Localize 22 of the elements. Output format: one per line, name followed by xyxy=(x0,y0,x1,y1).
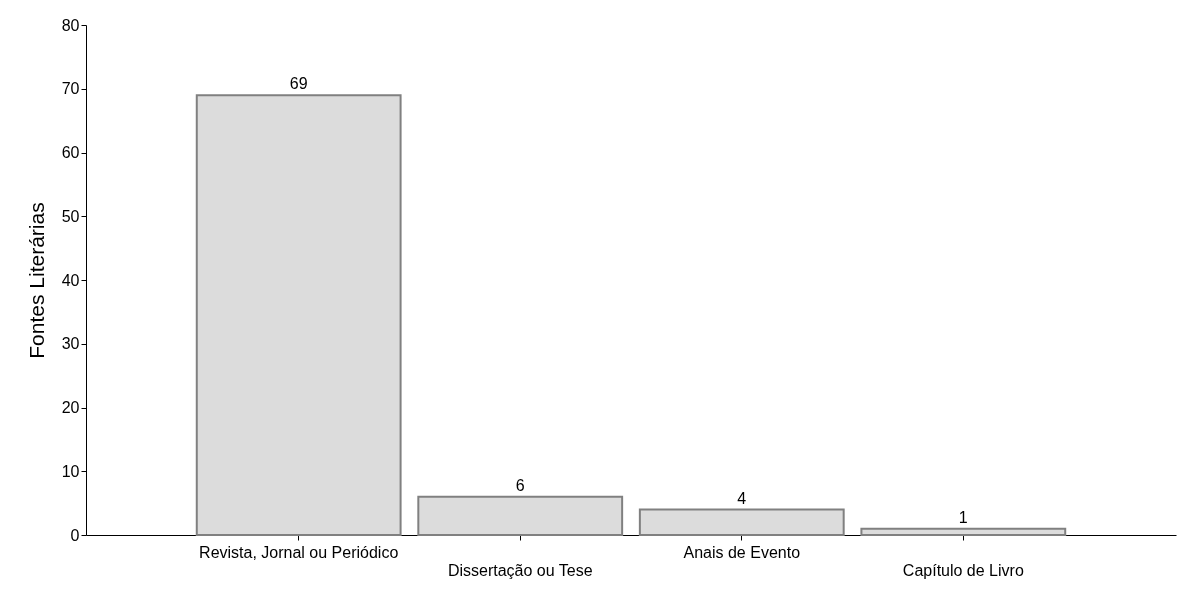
x-tick-label: Anais de Evento xyxy=(683,543,801,561)
x-tick-label: Capítulo de Livro xyxy=(902,561,1024,579)
y-tick-label: 20 xyxy=(61,399,80,416)
y-axis-title: Fontes Literárias xyxy=(24,202,48,359)
bar xyxy=(638,508,845,536)
data-label: 1 xyxy=(958,508,968,526)
data-label: 69 xyxy=(289,75,308,93)
y-tick-label: 0 xyxy=(70,526,80,544)
y-tick-label: 40 xyxy=(61,271,80,289)
x-tick-label: Dissertação ou Tese xyxy=(447,561,593,579)
bar xyxy=(860,527,1067,536)
y-tick-label: 10 xyxy=(61,462,80,480)
y-tick-label: 30 xyxy=(61,335,80,353)
y-tick-label: 50 xyxy=(61,207,80,225)
data-label: 6 xyxy=(515,476,525,494)
data-label: 4 xyxy=(737,489,747,507)
bar xyxy=(417,495,624,536)
bar xyxy=(195,94,402,536)
y-tick-label: 80 xyxy=(61,16,80,34)
y-tick-label: 70 xyxy=(61,80,80,98)
x-tick-label: Revista, Jornal ou Periódico xyxy=(199,543,399,561)
y-tick-label: 60 xyxy=(61,144,80,161)
